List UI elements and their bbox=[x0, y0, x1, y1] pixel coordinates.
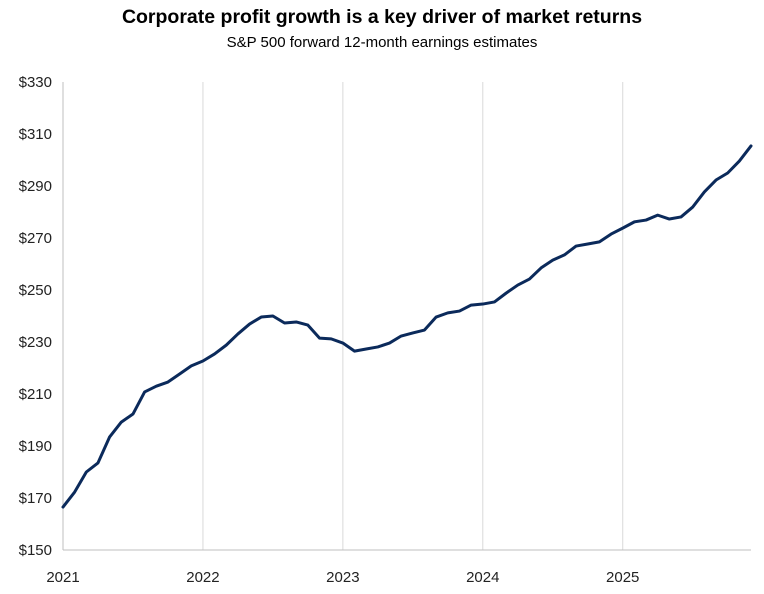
y-tick-label: $250 bbox=[19, 282, 52, 299]
x-tick-label: 2025 bbox=[606, 569, 639, 586]
earnings-line bbox=[61, 144, 753, 509]
chart-title: Corporate profit growth is a key driver … bbox=[121, 6, 643, 28]
y-tick-label: $330 bbox=[19, 74, 52, 91]
y-tick-label: $210 bbox=[19, 386, 52, 403]
x-tick-label: 2021 bbox=[46, 569, 79, 586]
x-tick-label: 2022 bbox=[186, 569, 219, 586]
y-tick-label: $270 bbox=[19, 230, 52, 247]
y-tick-label: $290 bbox=[19, 178, 52, 195]
x-tick-label: 2024 bbox=[466, 569, 499, 586]
y-tick-label: $190 bbox=[19, 438, 52, 455]
y-tick-label: $150 bbox=[19, 542, 52, 559]
chart-subtitle: S&P 500 forward 12-month earnings estima… bbox=[226, 34, 538, 51]
y-tick-label: $310 bbox=[19, 126, 52, 143]
y-tick-label: $170 bbox=[19, 490, 52, 507]
x-tick-label: 2023 bbox=[326, 569, 359, 586]
y-tick-label: $230 bbox=[19, 334, 52, 351]
